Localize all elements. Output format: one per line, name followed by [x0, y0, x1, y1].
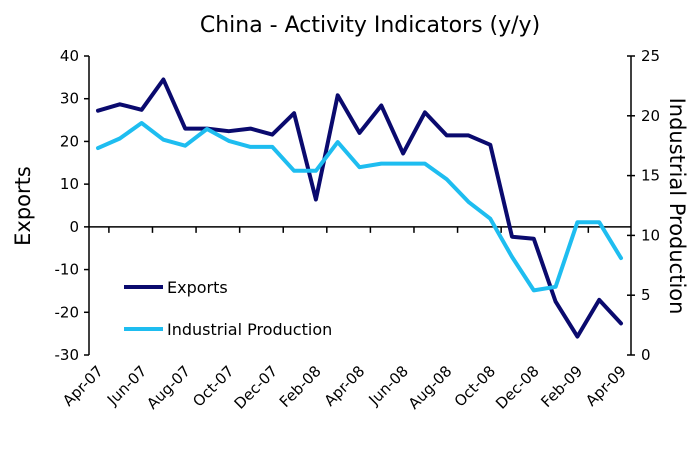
data-point: [379, 162, 383, 166]
x-tick-label: Jun-07: [103, 362, 150, 409]
x-tick-label: Jun-08: [365, 362, 412, 409]
data-point: [249, 127, 253, 131]
data-point: [488, 143, 492, 147]
y-tick-label-left: 0: [69, 218, 79, 236]
data-point: [140, 108, 144, 112]
chart-title: China - Activity Indicators (y/y): [200, 13, 540, 38]
data-point: [466, 200, 470, 204]
x-tick-label: Aug-07: [143, 362, 194, 413]
data-point: [423, 162, 427, 166]
data-point: [401, 151, 405, 155]
x-tick-label: Aug-08: [405, 362, 456, 413]
data-point: [161, 138, 165, 142]
data-point: [183, 127, 187, 131]
data-point: [292, 111, 296, 115]
series-line-exports: [96, 77, 623, 339]
legend: Exports Industrial Production: [124, 278, 332, 339]
data-point: [336, 140, 340, 144]
data-point: [379, 104, 383, 108]
data-point: [554, 285, 558, 289]
series-group: [96, 77, 623, 339]
x-tick-label: Apr-08: [321, 362, 369, 410]
data-point: [314, 198, 318, 202]
data-point: [510, 255, 514, 259]
data-point: [292, 169, 296, 173]
x-tick-label: Oct-07: [189, 362, 237, 410]
data-point: [227, 139, 231, 143]
data-point: [575, 220, 579, 224]
data-point: [205, 127, 209, 131]
legend-label: Exports: [167, 278, 228, 297]
y-tick-label-right: 0: [641, 346, 651, 364]
y-tick-label-left: -30: [55, 346, 80, 364]
y-tick-label-right: 10: [641, 226, 660, 244]
data-point: [118, 137, 122, 141]
data-point: [183, 144, 187, 148]
data-point: [270, 145, 274, 149]
data-point: [554, 300, 558, 304]
data-point: [488, 217, 492, 221]
data-point: [445, 133, 449, 137]
x-tick-label: Feb-08: [276, 362, 325, 411]
data-point: [270, 133, 274, 137]
data-point: [96, 146, 100, 150]
data-point: [249, 145, 253, 149]
y-tick-label-left: -20: [55, 303, 80, 321]
x-tick-label: Oct-08: [451, 362, 499, 410]
data-point: [96, 109, 100, 113]
data-point: [358, 165, 361, 169]
y-tick-label-right: 5: [641, 286, 651, 304]
y-axis-title-right: Industrial Production: [665, 98, 689, 315]
data-point: [597, 220, 601, 224]
data-point: [314, 169, 318, 173]
data-point: [510, 235, 514, 239]
data-point: [358, 131, 361, 135]
data-point: [445, 177, 449, 181]
x-tick-label: Apr-09: [582, 362, 630, 410]
data-point: [423, 110, 427, 114]
data-point: [401, 162, 405, 166]
data-point: [532, 237, 536, 241]
data-point: [532, 288, 536, 292]
data-point: [140, 121, 144, 125]
y-tick-label-right: 15: [641, 167, 660, 185]
data-point: [597, 298, 601, 302]
data-point: [227, 129, 231, 133]
y-tick-label-left: 10: [60, 175, 79, 193]
y-tick-label-right: 25: [641, 47, 660, 65]
y-tick-label-left: -10: [55, 261, 80, 279]
y-axis-title-left: Exports: [11, 166, 35, 246]
data-point: [619, 256, 623, 260]
y-tick-label-left: 20: [60, 132, 79, 150]
y-tick-label-left: 40: [60, 47, 79, 65]
data-point: [336, 93, 340, 97]
x-tick-label: Apr-07: [59, 362, 107, 410]
data-point: [619, 321, 623, 325]
x-tick-label: Dec-07: [231, 362, 282, 413]
data-point: [118, 102, 122, 106]
y-tick-label-left: 30: [60, 90, 79, 108]
data-point: [466, 133, 470, 137]
x-tick-label: Feb-09: [537, 362, 586, 411]
data-point: [161, 77, 165, 81]
y-tick-label-right: 20: [641, 107, 660, 125]
legend-label: Industrial Production: [167, 320, 332, 339]
x-tick-label: Dec-08: [492, 362, 543, 413]
data-point: [575, 335, 579, 339]
